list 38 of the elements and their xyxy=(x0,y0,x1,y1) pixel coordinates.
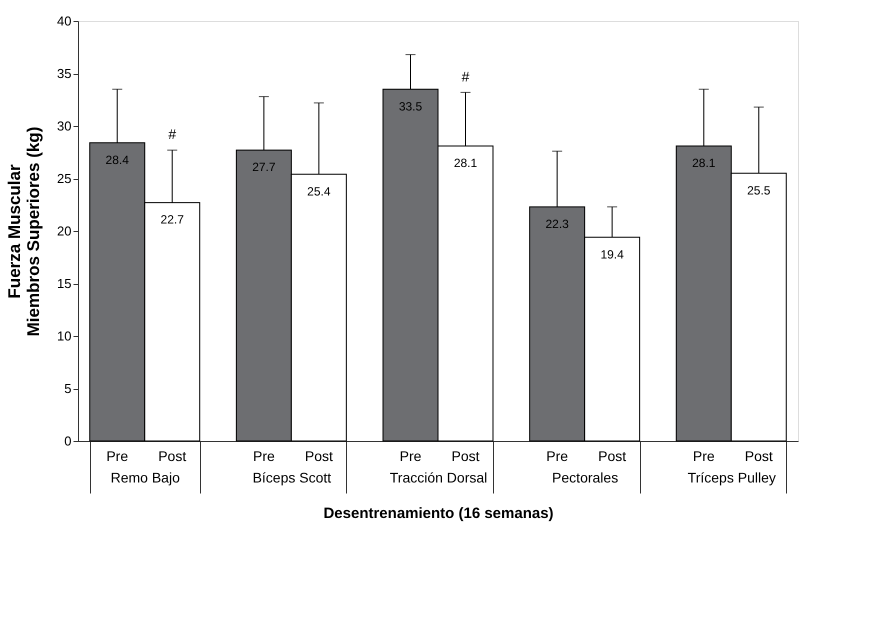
x-tick-label: Pectorales xyxy=(552,470,618,486)
x-axis-title: Desentrenamiento (16 semanas) xyxy=(323,505,554,522)
data-label: 25.5 xyxy=(747,183,771,198)
y-tick-label: 15 xyxy=(57,276,72,291)
x-tick-label: Remo Bajo xyxy=(110,470,180,486)
y-tick-label: 35 xyxy=(57,66,72,81)
text: Post xyxy=(304,448,333,464)
data-label: 28.1 xyxy=(692,156,716,170)
text: Pre xyxy=(252,448,275,464)
series-label: Pre xyxy=(106,448,128,464)
y-tick-label: 30 xyxy=(57,118,72,134)
data-label: 33.5 xyxy=(398,99,423,114)
y-tick-label: 25 xyxy=(57,171,72,186)
y-tick-label: 40 xyxy=(57,14,72,28)
series-label: Post xyxy=(158,448,186,464)
annotation: # xyxy=(168,126,176,142)
y-tick-label: 0 xyxy=(64,434,72,448)
data-label: 28.1 xyxy=(454,156,478,170)
text: Pre xyxy=(400,448,422,464)
annotation: # xyxy=(462,68,470,84)
y-tick-label: 5 xyxy=(64,381,72,396)
text: Post xyxy=(744,448,773,464)
data-label: 25.4 xyxy=(307,184,331,198)
x-tick-label: Bíceps Scott xyxy=(252,470,332,486)
data-label: 28.4 xyxy=(106,152,130,167)
text: Pre xyxy=(546,448,568,464)
y-tick-label: 20 xyxy=(57,224,72,238)
text: Pre xyxy=(692,448,715,464)
data-label: 19.4 xyxy=(600,247,624,262)
y-axis-title: Fuerza Muscular Miembros Superiores (kg) xyxy=(5,126,44,336)
text: Post xyxy=(598,448,626,464)
x-tick-label: Tríceps Pulley xyxy=(688,470,776,486)
text: Post xyxy=(451,448,480,464)
y-tick-label: 10 xyxy=(57,328,72,344)
x-tick-label: Tracción Dorsal xyxy=(390,470,488,486)
data-label: 22.7 xyxy=(160,212,184,227)
data-label: 27.7 xyxy=(252,160,276,174)
data-label: 22.3 xyxy=(545,216,570,231)
